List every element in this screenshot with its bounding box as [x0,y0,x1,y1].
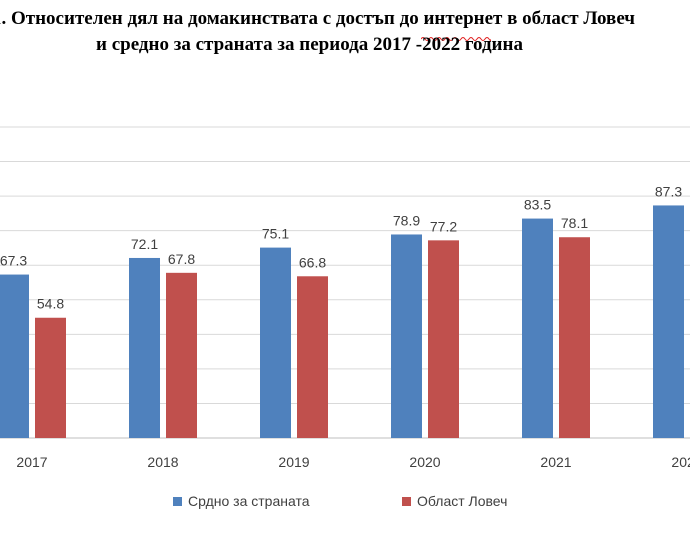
legend-swatch-series-1 [173,496,182,506]
chart-legend: Срдно за страната Област Ловеч [0,493,690,513]
data-label-lovech-2021: 78.1 [561,215,588,231]
bar-lovech-2017 [35,317,66,438]
bar-lovech-2020 [428,240,459,438]
bar-lovech-2021 [559,237,590,438]
legend-label-series-2: Област Ловеч [417,493,508,509]
bar-lovech-2018 [166,272,197,438]
bar-lovech-2019 [297,276,328,438]
x-tick-label-2020: 2020 [409,454,440,470]
x-tick-label-2022: 2022 [671,454,690,470]
data-label-national-2021: 83.5 [524,197,551,213]
spellcheck-underline [421,37,491,41]
x-tick-label-2019: 2019 [278,454,309,470]
data-label-national-2019: 75.1 [262,226,289,242]
x-tick-label-2021: 2021 [540,454,571,470]
data-label-lovech-2018: 67.8 [168,251,195,267]
data-label-national-2018: 72.1 [131,236,158,252]
legend-item-series-2: Област Ловеч [402,493,507,509]
legend-item-series-1: Срдно за страната [173,493,309,509]
data-label-lovech-2017: 54.8 [37,296,64,312]
x-tick-label-2017: 2017 [16,454,47,470]
bar-national-2022 [653,205,684,438]
bar-national-2018 [129,257,160,438]
data-label-lovech-2020: 77.2 [430,218,457,234]
legend-label-series-1: Срдно за страната [188,493,310,509]
data-label-lovech-2019: 66.8 [299,254,326,270]
bar-national-2021 [522,218,553,438]
x-tick-label-2018: 2018 [147,454,178,470]
bar-national-2017 [0,274,29,438]
data-label-national-2017: 67.3 [0,253,27,269]
legend-swatch-series-2 [402,496,411,506]
data-label-national-2020: 78.9 [393,212,420,228]
chart-title-line-2: и средно за страната за периода 2017 -20… [96,34,523,55]
chart-title-line-1: 1. Относителен дял на домакинствата с до… [0,8,635,29]
data-label-national-2022: 87.3 [655,183,682,199]
bar-national-2019 [260,247,291,438]
bar-national-2020 [391,234,422,438]
